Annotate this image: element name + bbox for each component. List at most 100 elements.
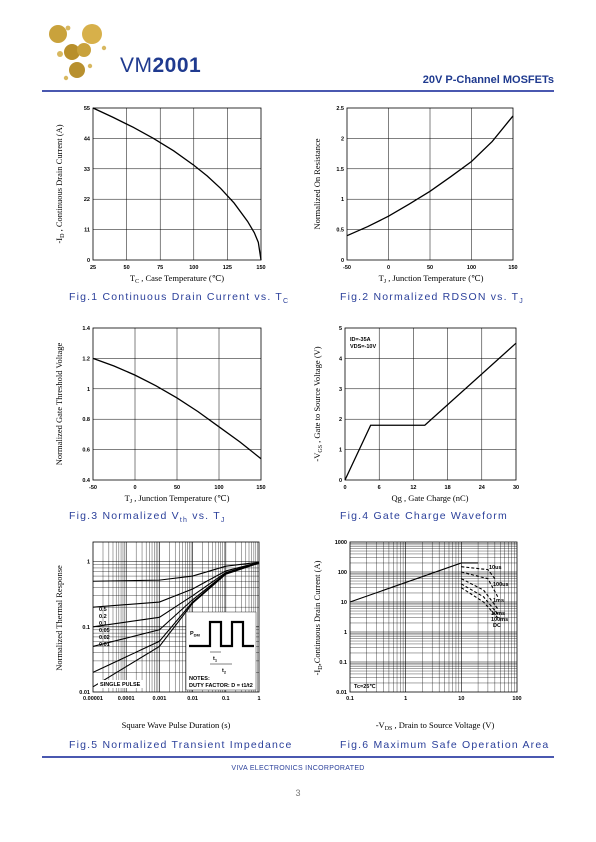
fig5-x-tick: 1 [257,696,260,702]
fig2-y-tick: 1.5 [336,167,344,173]
svg-text:10us: 10us [489,565,502,571]
fig2-x-tick: 100 [467,265,476,271]
fig6-y-tick: 100 [338,570,347,576]
fig1-x-tick: 100 [189,265,198,271]
fig4-y-tick: 2 [339,417,342,423]
footer-company: VIVA ELECTRONICS INCORPORATED [231,765,365,772]
svg-text:10ms: 10ms [491,611,505,617]
fig2-y-tick: 2 [341,136,344,142]
fig5-x-tick: 0.001 [153,696,167,702]
fig6-series-100us [461,566,496,579]
fig6-x-tick: 0.1 [346,696,354,702]
fig5-t1-label: t1 [213,656,218,663]
fig4-x-tick: 0 [343,485,346,491]
fig2-y-tick: 0 [341,258,344,264]
fig6-y-tick: 1000 [335,540,347,546]
fig2-caption: Fig.2 Normalized RDSON vs. TJ [340,291,524,306]
fig2-y-tick: 1 [341,197,344,203]
fig1-x-tick: 150 [256,265,265,271]
fig3-x-tick: 150 [256,485,265,491]
fig5-x-label: Square Wave Pulse Duration (s) [122,720,231,730]
fig5-series-0.01 [92,562,260,688]
fig3-series-line [92,357,262,460]
fig3-chart: -50 0 50 100 150 0.4 0.6 0.8 1 1.2 1.4 TJ , Juncti… [54,326,266,505]
fig2-x-tick: 50 [427,265,433,271]
fig3-x-tick: 50 [174,485,180,491]
svg-text:0.05: 0.05 [99,628,110,634]
fig3-y-tick: 0.4 [82,478,91,484]
fig4-x-tick: 12 [410,485,416,491]
fig2-x-tick: 150 [508,265,517,271]
fig5-pdm-label: PDM [190,631,201,638]
fig6-y-tick: 10 [341,600,347,606]
fig4-y-tick: 5 [339,326,342,332]
fig6-caption: Fig.6 Maximum Safe Operation Area [340,739,550,751]
page-number: 3 [295,788,301,798]
fig2-x-label: TJ , Junction Temperature (℃) [379,273,484,285]
fig1-x-tick: 75 [157,265,163,271]
fig5-y-label: Normalized Thermal Response [54,565,64,671]
fig2-y-label: Normalized On Resistance [312,138,322,229]
fig1-y-tick: 11 [84,228,90,234]
fig3-x-label: TJ , Junction Temperature (℃) [125,493,230,505]
fig6-series-10ms [461,578,499,609]
fig1-y-tick: 33 [84,167,90,173]
svg-text:DC: DC [493,623,501,629]
fig4-series-line [344,342,517,481]
fig4-x-tick: 30 [513,485,519,491]
fig5-caption: Fig.5 Normalized Transient Impedance [69,739,293,751]
fig4-x-tick: 18 [445,485,451,491]
fig1-caption: Fig.1 Continuous Drain Current vs. TC [69,291,290,306]
svg-text:0.5: 0.5 [99,607,107,613]
svg-text:0.1: 0.1 [99,621,107,627]
fig2-series-line [346,115,514,237]
fig5-notes-label: NOTES: [189,676,210,682]
fig6-x-label: -VDS , Drain to Source Voltage (V) [376,720,495,732]
fig2-x-tick: 0 [387,265,390,271]
fig4-x-tick: 24 [479,485,486,491]
fig5-t2-label: t2 [222,668,227,675]
fig2-y-tick: 2.5 [336,106,344,112]
fig6-x-tick: 1 [404,696,407,702]
fig4-caption: Fig.4 Gate Charge Waveform [340,510,508,522]
fig5-y-tick: 0.01 [79,690,90,696]
fig5-series-0.5 [92,561,260,582]
fig4-y-tick: 3 [339,387,342,393]
fig5-duty-labels: 0.5 0.2 0.1 0.05 0.02 0.01 [99,607,110,648]
svg-text:0.02: 0.02 [99,635,110,641]
fig6-series-10us [349,562,479,603]
fig4-x-tick: 6 [378,485,381,491]
fig3-x-tick: -50 [89,485,97,491]
svg-text:0.2: 0.2 [99,614,107,620]
fig6-curve-labels: 10us 100us 1ms 10ms 100ms DC [489,565,509,629]
fig1-y-tick: 44 [84,136,91,142]
fig4-y-tick: 1 [339,448,342,454]
fig1-chart: 25 50 75 100 125 150 0 11 22 33 44 55 TC , Case Tem… [54,106,266,285]
svg-text:0.01: 0.01 [99,642,110,648]
fig5-inset: PDM t1 t2 NOTES: DUTY FACTOR: D = t1/t2 [185,611,257,691]
fig5-x-tick: 0.1 [222,696,230,702]
fig3-y-tick: 0.8 [82,417,90,423]
fig1-y-tick: 55 [84,106,90,112]
fig5-chart: 0.00001 0.0001 0.001 0.01 0.1 1 0.01 0.1 1 0.5 0… [54,541,261,730]
product-title: 20V P-Channel MOSFETs [422,74,554,86]
fig2-y-tick: 0.5 [336,228,344,234]
fig1-y-label: -ID , Continuous Drain Current (A) [54,124,66,243]
fig3-caption: Fig.3 Normalized Vth vs. TJ [69,510,226,525]
fig6-x-tick: 100 [512,696,521,702]
fig1-y-tick: 22 [84,197,90,203]
fig6-tc-label: Tc=25℃ [354,683,376,690]
fig5-y-tick: 0.1 [82,625,90,631]
fig3-y-tick: 1.4 [82,326,91,332]
fig5-duty-factor-label: DUTY FACTOR: D = t1/t2 [189,683,253,689]
fig6-y-tick: 0.1 [339,660,347,666]
fig3-y-tick: 1 [87,387,90,393]
fig5-y-tick: 1 [87,560,90,566]
fig1-series-line [92,107,262,261]
fig4-annotation-vds: VDS=-10V [350,344,376,350]
fig3-y-tick: 0.6 [82,448,90,454]
fig4-annotation-id: ID=-35A [350,337,371,343]
